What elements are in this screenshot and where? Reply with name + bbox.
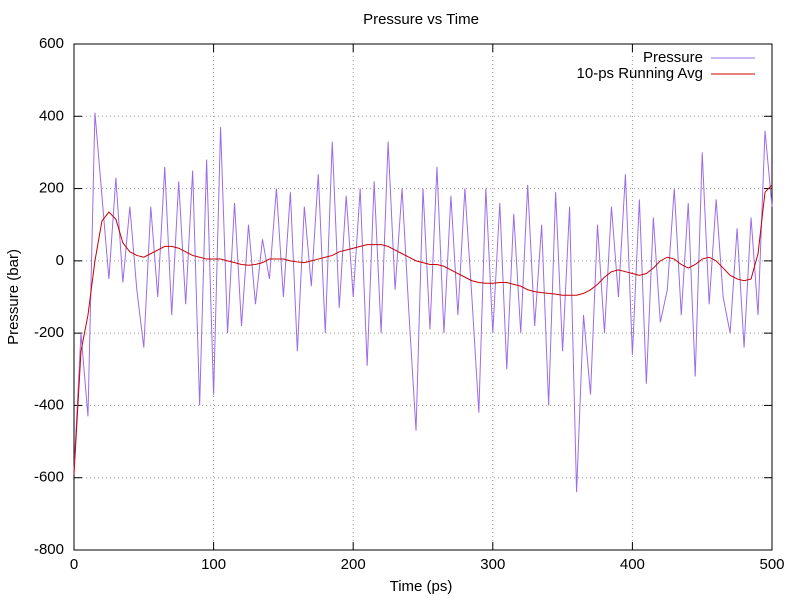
data-line	[73, 184, 773, 475]
y-axis-label: Pressure (bar)	[5, 249, 22, 345]
y-tick-label: 200	[39, 180, 64, 197]
y-tick-label: -800	[34, 541, 64, 558]
x-axis-label: Time (ps)	[390, 578, 453, 595]
y-tick-label: -600	[34, 469, 64, 486]
y-tick-label: 600	[39, 35, 64, 52]
legend-label: Pressure	[643, 49, 703, 66]
x-tick-label: 200	[341, 556, 366, 573]
legend-label: 10-ps Running Avg	[577, 65, 703, 82]
x-tick-label: 500	[759, 556, 784, 573]
plot-border	[73, 43, 773, 551]
x-tick-label: 300	[480, 556, 505, 573]
chart-title: Pressure vs Time	[363, 11, 479, 28]
y-tick-label: -200	[34, 324, 64, 341]
y-tick-label: 400	[39, 107, 64, 124]
data-line	[73, 112, 773, 493]
y-tick-label: -400	[34, 396, 64, 413]
x-tick-label: 400	[620, 556, 645, 573]
x-tick-label: 100	[201, 556, 226, 573]
y-tick-label: 0	[56, 252, 64, 269]
x-tick-label: 0	[70, 556, 78, 573]
